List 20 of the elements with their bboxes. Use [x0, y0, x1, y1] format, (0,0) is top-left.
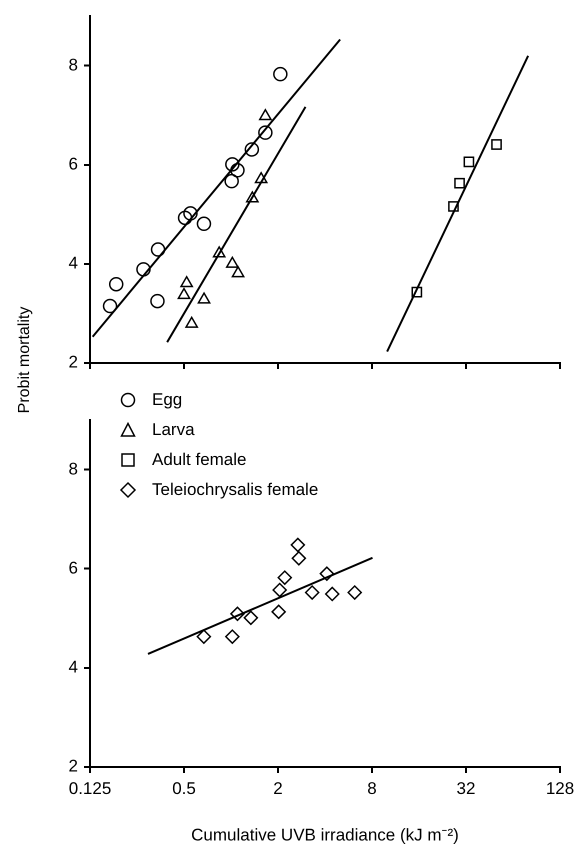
y-tick-label: 4: [68, 658, 78, 677]
y-tick-label: 8: [68, 459, 78, 478]
y-tick-label: 2: [68, 352, 78, 372]
legend-label: Adult female: [152, 450, 246, 470]
y-axis-title: Probit mortality: [16, 306, 34, 414]
x-tick-label: 32: [456, 778, 476, 798]
y-tick-label: 8: [68, 55, 78, 74]
y-tick-label: 6: [68, 154, 78, 174]
text: Teleiochrysalis female: [152, 480, 318, 500]
x-tick-label: 128: [546, 778, 574, 798]
y-tick-label: 4: [68, 254, 78, 273]
legend-label: Larva: [152, 420, 195, 440]
x-axis-title: Cumulative UVB irradiance (kJ m⁻²): [191, 825, 459, 844]
x-tick-label: 0.5: [172, 778, 196, 798]
x-tick-label: 2: [273, 778, 283, 798]
x-tick-label: 8: [367, 778, 377, 798]
x-tick-label: 0.125: [68, 778, 112, 798]
y-tick-label: 6: [68, 558, 78, 578]
legend-label: Egg: [152, 390, 182, 410]
y-tick-label: 2: [68, 756, 78, 776]
